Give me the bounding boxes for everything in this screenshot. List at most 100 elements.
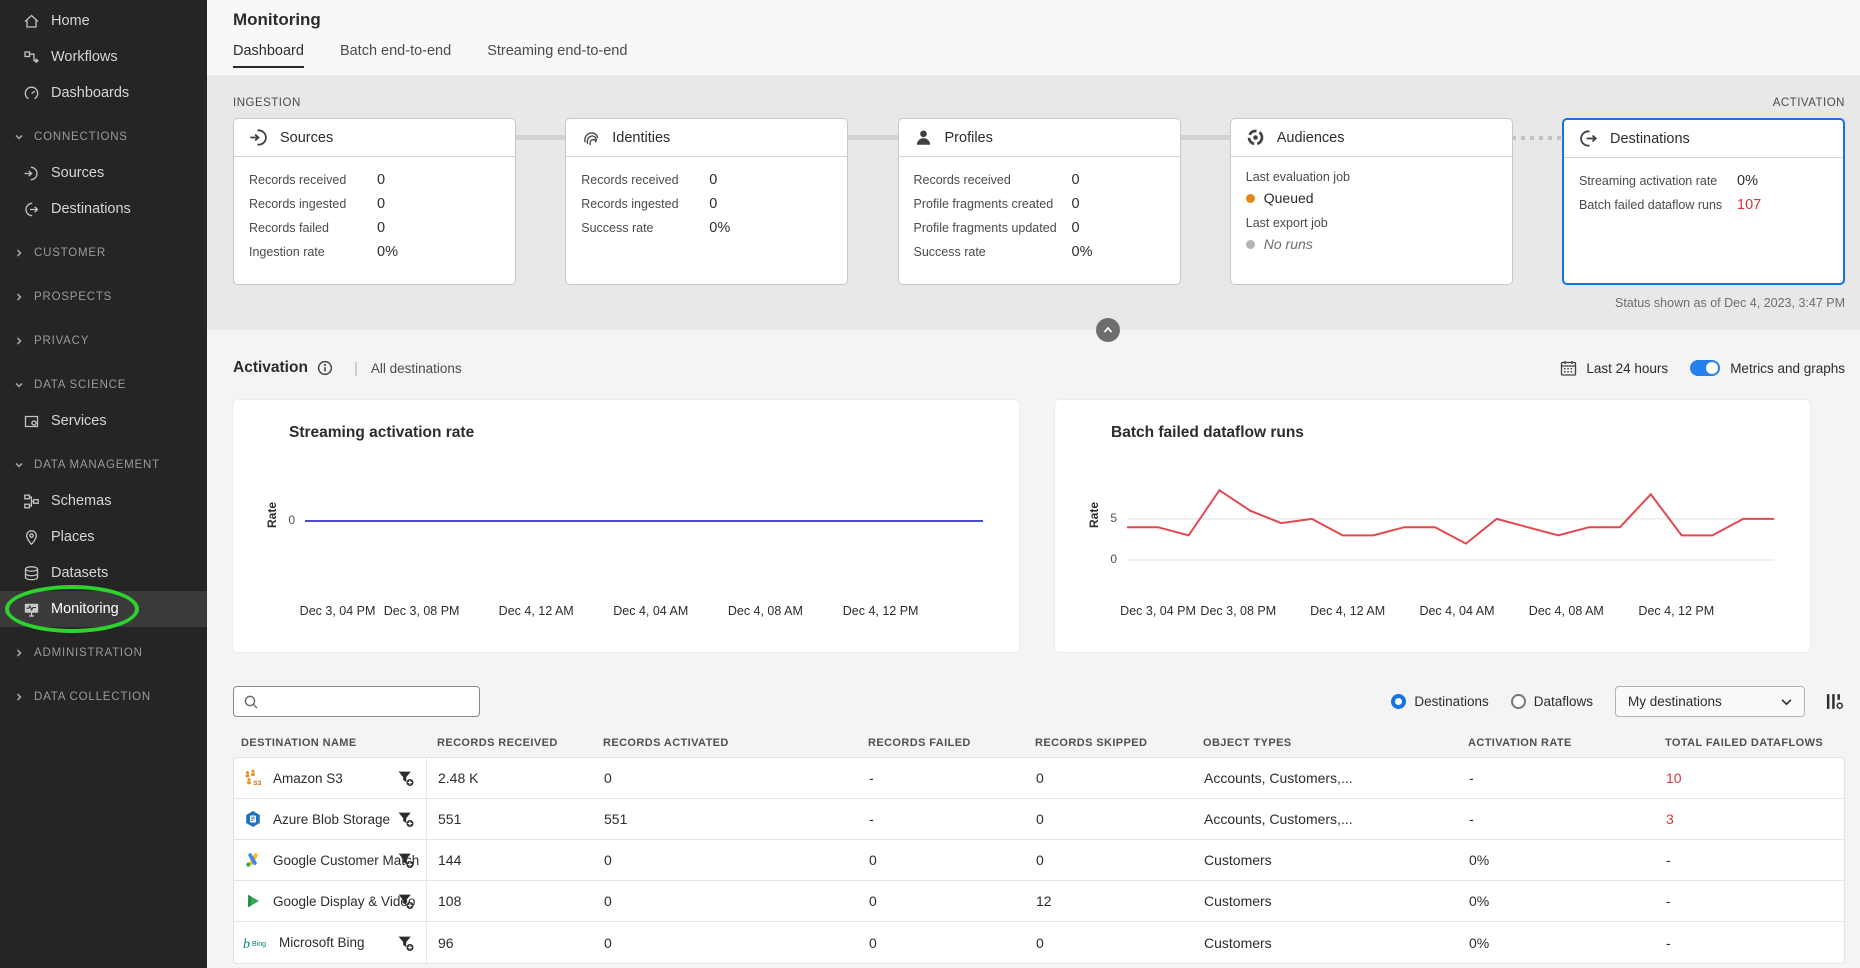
sidebar-item-datasets[interactable]: Datasets: [0, 555, 207, 591]
dashboards-icon: [23, 85, 40, 102]
metric-label: Records received: [581, 173, 679, 187]
google-display-video-icon: [243, 892, 263, 910]
filter-funnel-add-icon[interactable]: [397, 811, 414, 828]
x-tick-label: Dec 4, 04 AM: [613, 604, 689, 618]
destination-name: Amazon S3: [273, 770, 343, 786]
sidebar-section-privacy[interactable]: PRIVACY: [0, 323, 207, 359]
chevron-right-icon: [14, 248, 24, 258]
card-title: Profiles: [944, 129, 993, 146]
metric-value: 0: [377, 196, 386, 212]
chevron-down-icon: [14, 380, 24, 390]
tab-batch-end-to-end[interactable]: Batch end-to-end: [339, 43, 452, 59]
table-row-google-customer-match[interactable]: Google Customer Match 144 0 0 0 Customer…: [234, 840, 1844, 881]
sidebar-item-workflows[interactable]: Workflows: [0, 39, 207, 75]
metric-value: 0: [1071, 220, 1080, 236]
filter-funnel-add-icon[interactable]: [397, 893, 414, 910]
sidebar-item-monitoring[interactable]: Monitoring: [0, 585, 207, 633]
sidebar-section-prospects[interactable]: PROSPECTS: [0, 279, 207, 315]
card-header: Identities: [566, 119, 848, 157]
activation-rate: 0%: [1469, 852, 1490, 868]
metric-row: Batch failed dataflow runs 107: [1579, 195, 1828, 215]
records-activated: 0: [604, 934, 612, 951]
sidebar-item-schemas[interactable]: Schemas: [0, 483, 207, 519]
card-title: Audiences: [1276, 129, 1345, 146]
monitoring-icon: [23, 601, 40, 618]
audiences-card[interactable]: Audiences Last evaluation job Queued Las…: [1229, 118, 1513, 285]
sidebar-item-label: Home: [51, 13, 90, 29]
sidebar-item-label: Places: [51, 529, 95, 545]
sidebar-section-data-management[interactable]: DATA MANAGEMENT: [0, 447, 207, 483]
tab-streaming-end-to-end[interactable]: Streaming end-to-end: [487, 43, 628, 59]
destinations-filter-dropdown[interactable]: My destinations: [1615, 686, 1805, 717]
sidebar-item-sources[interactable]: Sources: [0, 155, 207, 191]
tab-dashboard[interactable]: Dashboard: [233, 43, 304, 68]
radio-destinations[interactable]: Destinations: [1391, 694, 1489, 709]
radio-dataflows[interactable]: Dataflows: [1510, 694, 1593, 709]
destinations-card[interactable]: Destinations Streaming activation rate 0%…: [1562, 118, 1845, 285]
connector: [516, 135, 566, 140]
total-failed-dataflows: -: [1666, 852, 1671, 868]
sources-card[interactable]: Sources Records received 0 Records ingest…: [233, 118, 516, 285]
streaming-activation-rate-chart: Streaming activation rate Rate 0 Dec 3, …: [233, 400, 1019, 652]
search-input[interactable]: [266, 687, 479, 716]
sidebar-item-home[interactable]: Home: [0, 3, 207, 39]
column-header: ACTIVATION RATE: [1468, 737, 1572, 749]
destination-name: Google Customer Match: [273, 852, 420, 868]
metric-label: Success rate: [913, 245, 986, 259]
column-header: RECORDS SKIPPED: [1035, 737, 1148, 749]
total-failed-dataflows: 10: [1666, 770, 1682, 786]
column-header: RECORDS ACTIVATED: [603, 737, 729, 749]
card-body: Streaming activation rate 0% Batch failed…: [1564, 158, 1843, 228]
table-row-microsoft-bing[interactable]: b Bing Microsoft Bing 96 0 0 0 Customers …: [234, 922, 1844, 963]
sidebar-item-label: Schemas: [51, 493, 112, 509]
metrics-graphs-toggle[interactable]: [1690, 360, 1721, 376]
activation-controls: Last 24 hours Metrics and graphs: [1560, 360, 1845, 377]
card-body: Records received 0 Records ingested 0 Succ…: [566, 157, 847, 251]
sidebar-item-services[interactable]: Services: [0, 403, 207, 439]
records-skipped: 0: [1036, 770, 1044, 786]
column-header: RECORDS FAILED: [868, 737, 971, 749]
time-range-picker[interactable]: Last 24 hours: [1560, 360, 1668, 377]
filter-funnel-add-icon[interactable]: [397, 934, 414, 951]
metric-label: Records ingested: [581, 197, 679, 211]
x-axis-ticks: Dec 3, 04 PM Dec 3, 08 PM Dec 4, 12 AM Dec …: [1120, 604, 1774, 622]
info-icon[interactable]: [317, 360, 333, 376]
sidebar-section-data-collection[interactable]: DATA COLLECTION: [0, 679, 207, 715]
filter-funnel-add-icon[interactable]: [397, 852, 414, 869]
destination-name: Google Display & Video: [273, 893, 416, 909]
sidebar-item-dashboards[interactable]: Dashboards: [0, 75, 207, 111]
identities-card[interactable]: Identities Records received 0 Records ing…: [565, 118, 849, 285]
x-tick-label: Dec 4, 04 AM: [1419, 604, 1495, 618]
sidebar-section-customer[interactable]: CUSTOMER: [0, 235, 207, 271]
sidebar-section-label: PRIVACY: [34, 335, 90, 347]
sidebar-item-label: Dashboards: [51, 85, 130, 101]
sidebar-item-destinations[interactable]: Destinations: [0, 191, 207, 227]
profiles-icon: [914, 128, 933, 147]
metric-row: Records ingested 0: [249, 194, 500, 214]
filter-controls: Destinations Dataflows My destinations: [1369, 686, 1845, 717]
sidebar-item-places[interactable]: Places: [0, 519, 207, 555]
profiles-card[interactable]: Profiles Records received 0 Profile fragm…: [897, 118, 1181, 285]
zone-labels: INGESTION ACTIVATION: [233, 97, 1845, 109]
collapse-panel-button[interactable]: [1096, 318, 1120, 342]
charts-row: Streaming activation rate Rate 0 Dec 3, …: [233, 400, 1845, 652]
filter-funnel-add-icon[interactable]: [397, 770, 414, 787]
table-row-amazon-s3[interactable]: S3 Amazon S3 2.48 K 0 - 0 Accounts, Cust…: [234, 758, 1844, 799]
x-tick-label: Dec 4, 12 AM: [498, 604, 574, 618]
sidebar-section-connections[interactable]: CONNECTIONS: [0, 119, 207, 155]
no-runs-status-dot: [1245, 239, 1255, 249]
metric-row: Success rate 0%: [914, 242, 1165, 262]
table-row-google-display-video[interactable]: Google Display & Video 108 0 0 12 Custom…: [234, 881, 1844, 922]
metric-value: 0%: [377, 244, 398, 260]
destination-name-cell: Google Customer Match: [234, 840, 438, 880]
column-settings-button[interactable]: [1825, 692, 1845, 711]
metric-label: Profile fragments updated: [913, 221, 1057, 235]
svg-text:S3: S3: [253, 780, 261, 787]
metric-value: 0: [709, 172, 718, 188]
records-received: 108: [438, 893, 462, 909]
sidebar-section-administration[interactable]: ADMINISTRATION: [0, 635, 207, 671]
column-header: TOTAL FAILED DATAFLOWS: [1665, 737, 1824, 749]
sidebar-section-data-science[interactable]: DATA SCIENCE: [0, 367, 207, 403]
table-row-azure-blob-storage[interactable]: Azure Blob Storage 551 551 - 0 Accounts,…: [234, 799, 1844, 840]
search-icon: [243, 694, 259, 710]
